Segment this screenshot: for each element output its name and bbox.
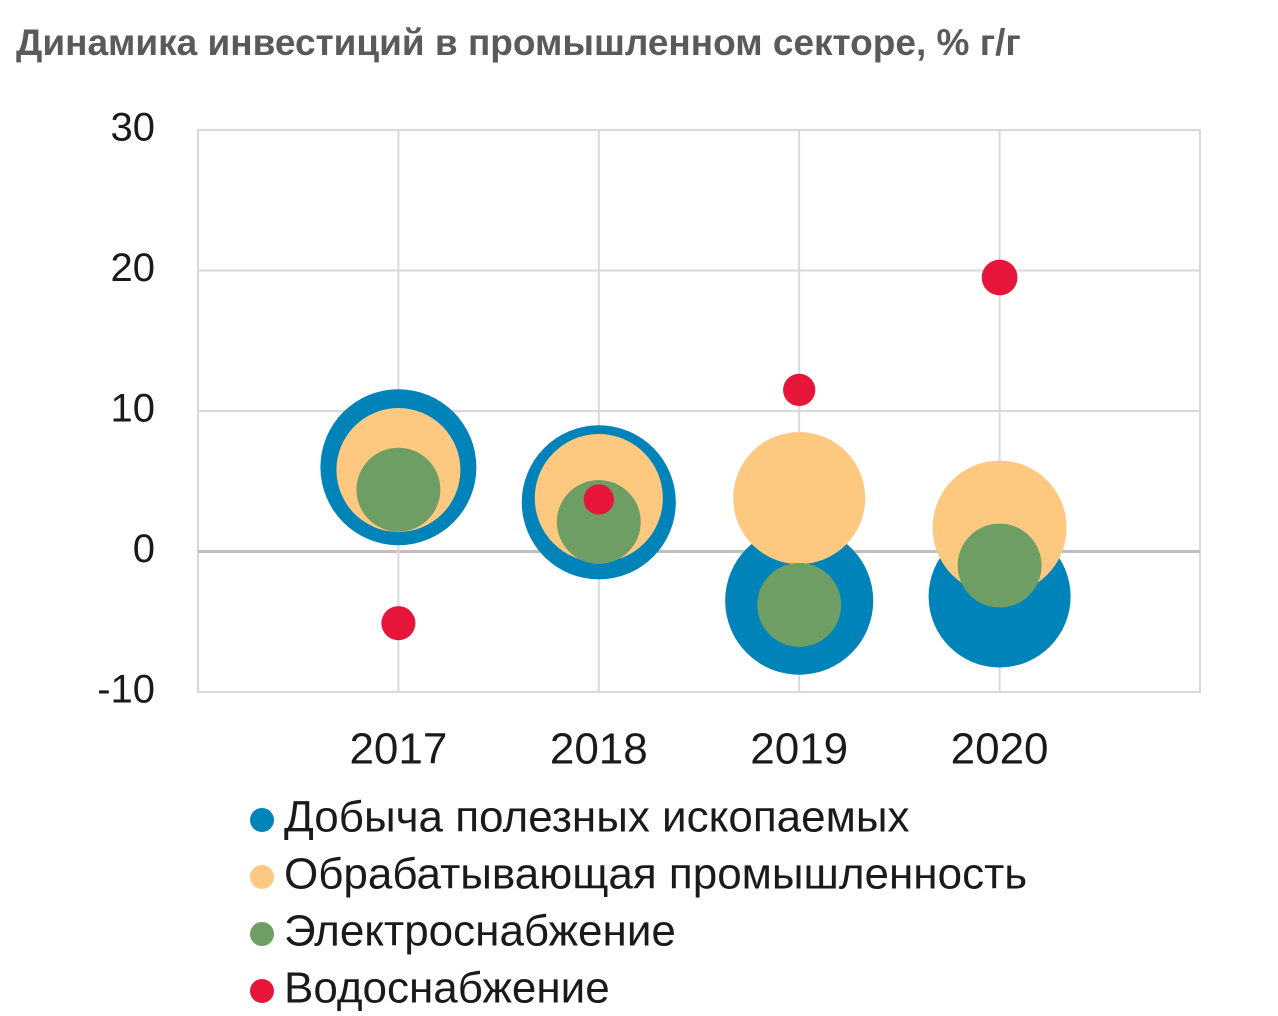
legend-label: Добыча полезных ископаемых xyxy=(284,793,909,842)
legend-marker xyxy=(250,865,274,889)
y-tick-label: 0 xyxy=(133,527,155,571)
legend-marker xyxy=(250,979,274,1003)
legend-label: Электроснабжение xyxy=(284,907,676,956)
bubble xyxy=(957,523,1042,608)
y-tick-label: 20 xyxy=(111,246,156,290)
bubble xyxy=(356,447,441,532)
legend-marker xyxy=(250,808,274,832)
chart-title: Динамика инвестиций в промышленном секто… xyxy=(16,22,1021,63)
bubble xyxy=(783,373,816,407)
x-tick-label: 2019 xyxy=(750,725,848,774)
y-tick-label: -10 xyxy=(97,668,155,712)
legend-label: Обрабатывающая промышленность xyxy=(284,850,1027,899)
x-tick-label: 2017 xyxy=(349,725,447,774)
bubble xyxy=(381,606,416,641)
y-tick-label: 30 xyxy=(111,106,156,150)
x-tick-label: 2018 xyxy=(550,725,648,774)
bubble xyxy=(583,484,614,515)
y-tick-label: 10 xyxy=(111,387,156,431)
bubble xyxy=(733,432,866,565)
x-tick-label: 2020 xyxy=(951,725,1049,774)
bubble xyxy=(556,480,641,564)
bubble xyxy=(981,259,1018,296)
legend-label: Водоснабжение xyxy=(284,964,610,1011)
bubble xyxy=(757,562,842,647)
legend-marker xyxy=(250,922,274,946)
